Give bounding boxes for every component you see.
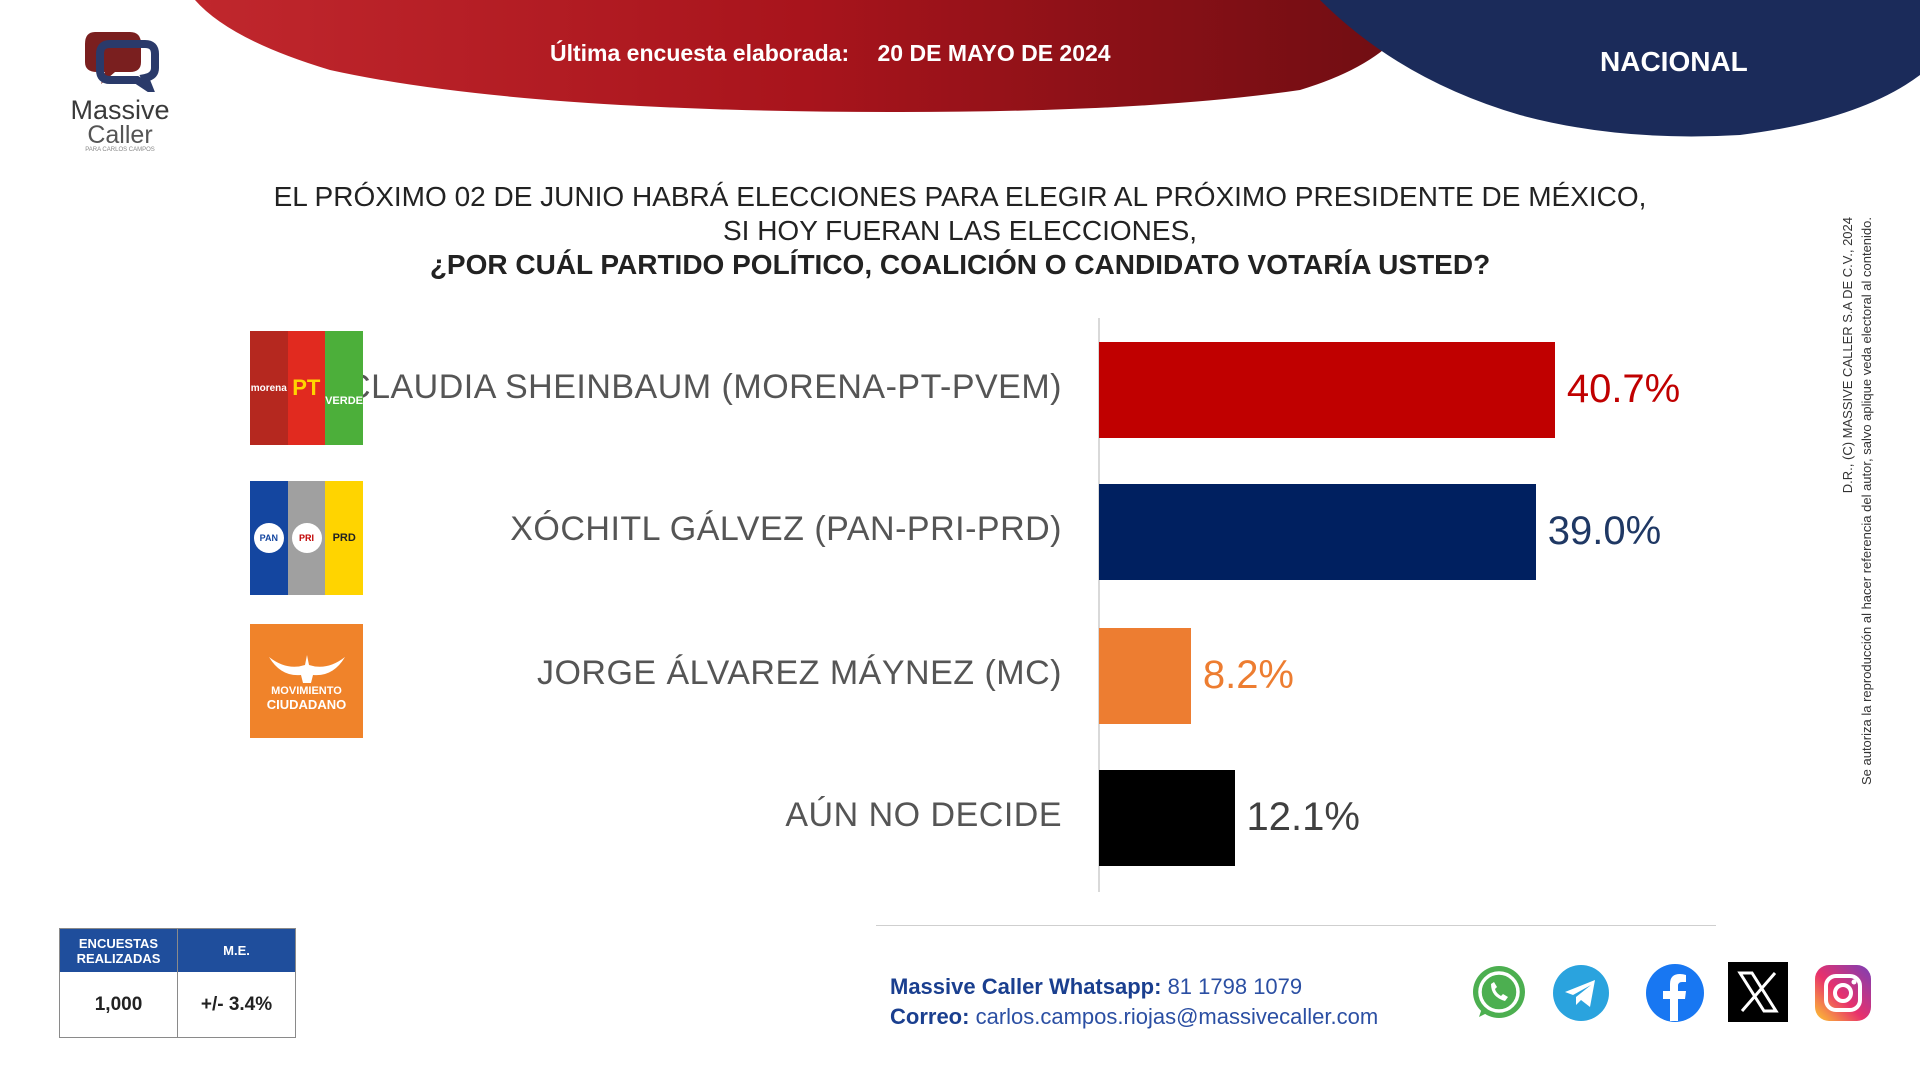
data-label: 39.0% [1547,509,1662,553]
category-label: CLAUDIA SHEINBAUM (MORENA-PT-PVEM) [346,368,1062,406]
margin-error-value: +/- 3.4% [200,993,273,1015]
category-label: XÓCHITL GÁLVEZ (PAN-PRI-PRD) [510,510,1062,548]
survey-date-value: 20 DE MAYO DE 2024 [877,40,1111,66]
facebook-icon[interactable] [1644,962,1706,1024]
prd-logo-icon: PRD [325,481,363,595]
question-line-2: SI HOY FUERAN LAS ELECCIONES, [722,215,1198,246]
bar [1099,484,1536,580]
pan-logo-icon: PAN [253,523,284,553]
scope-label: NACIONAL [1600,46,1748,77]
mc-logo-text-1: MOVIMIENTO [271,685,342,697]
data-label: 12.1% [1246,795,1360,839]
header-banner [0,0,1920,140]
chart-axis-line [1098,318,1100,892]
email-address[interactable]: carlos.campos.riojas@massivecaller.com [975,1004,1379,1029]
logo-mark-icon [85,32,159,99]
survey-question: EL PRÓXIMO 02 DE JUNIO HABRÁ ELECCIONES … [0,180,1920,282]
surveys-header: ENCUESTAS REALIZADAS [60,929,178,972]
logo-text-caller: Caller [87,121,153,149]
survey-date-line: Última encuesta elaborada: 20 DE MAYO DE… [550,40,1111,67]
eagle-icon [268,655,345,683]
morena-pt-verde-logo: morena PT VERDE [250,331,363,445]
whatsapp-number[interactable]: 81 1798 1079 [1167,974,1303,999]
pan-pri-prd-logo: PAN PRI PRD [250,481,363,595]
copyright-line-1: D.R., (C) MASSIVE CALLER S.A DE C.V., 20… [1840,217,1855,494]
whatsapp-icon[interactable] [1468,962,1530,1024]
movimiento-ciudadano-logo: MOVIMIENTO CIUDADANO [250,624,363,738]
verde-logo-segment: VERDE [325,331,363,445]
telegram-icon[interactable] [1550,962,1612,1024]
data-label: 8.2% [1202,653,1294,697]
logo-tagline: PARA CARLOS CAMPOS [85,147,155,153]
whatsapp-label: Massive Caller Whatsapp: [890,974,1162,999]
survey-date-label: Última encuesta elaborada: [550,40,850,66]
pt-logo-segment: PT [287,331,326,445]
morena-logo-segment: morena [250,331,288,445]
copyright-notice: D.R., (C) MASSIVE CALLER S.A DE C.V., 20… [1838,217,1898,897]
category-label: AÚN NO DECIDE [785,796,1062,834]
data-label: 40.7% [1566,367,1681,411]
pri-logo-icon: PRI [291,523,322,553]
email-label: Correo: [890,1004,970,1029]
question-line-3: ¿POR CUÁL PARTIDO POLÍTICO, COALICIÓN O … [429,249,1491,280]
contact-info: Massive Caller Whatsapp: 81 1798 1079 Co… [890,972,1378,1032]
footer-divider [876,925,1716,926]
survey-stats-table: ENCUESTAS REALIZADAS M.E. 1,000 +/- 3.4% [59,928,296,1038]
bar [1099,770,1235,866]
bar [1099,342,1555,438]
bar [1099,628,1191,724]
category-label: JORGE ÁLVAREZ MÁYNEZ (MC) [536,654,1062,692]
surveys-value: 1,000 [60,972,178,1037]
instagram-icon[interactable] [1812,962,1874,1024]
question-line-1: EL PRÓXIMO 02 DE JUNIO HABRÁ ELECCIONES … [273,181,1647,212]
mc-logo-text-2: CIUDADANO [266,697,347,712]
copyright-line-2: Se autoriza la reproducción al hacer ref… [1859,217,1874,786]
x-icon[interactable] [1728,962,1788,1022]
logo-text-massive: Massive [70,95,170,125]
margin-error-header: M.E. [223,943,250,958]
massive-caller-logo: Massive Caller PARA CARLOS CAMPOS [60,22,180,153]
